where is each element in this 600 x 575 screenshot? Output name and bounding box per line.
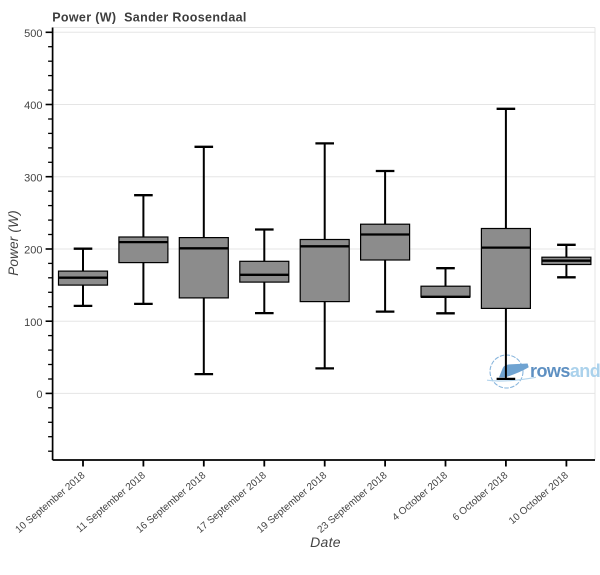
- svg-text:300: 300: [24, 172, 42, 184]
- svg-text:Power (W) Sander Roosendaal: Power (W) Sander Roosendaal: [52, 10, 247, 24]
- svg-text:500: 500: [24, 28, 42, 40]
- svg-text:200: 200: [24, 245, 42, 257]
- svg-text:0: 0: [36, 389, 42, 401]
- svg-text:Power (W): Power (W): [6, 210, 21, 276]
- svg-text:rowsandall.com: rowsandall.com: [530, 361, 600, 381]
- svg-text:Date: Date: [310, 534, 341, 550]
- svg-text:100: 100: [24, 317, 42, 329]
- svg-text:400: 400: [24, 100, 42, 112]
